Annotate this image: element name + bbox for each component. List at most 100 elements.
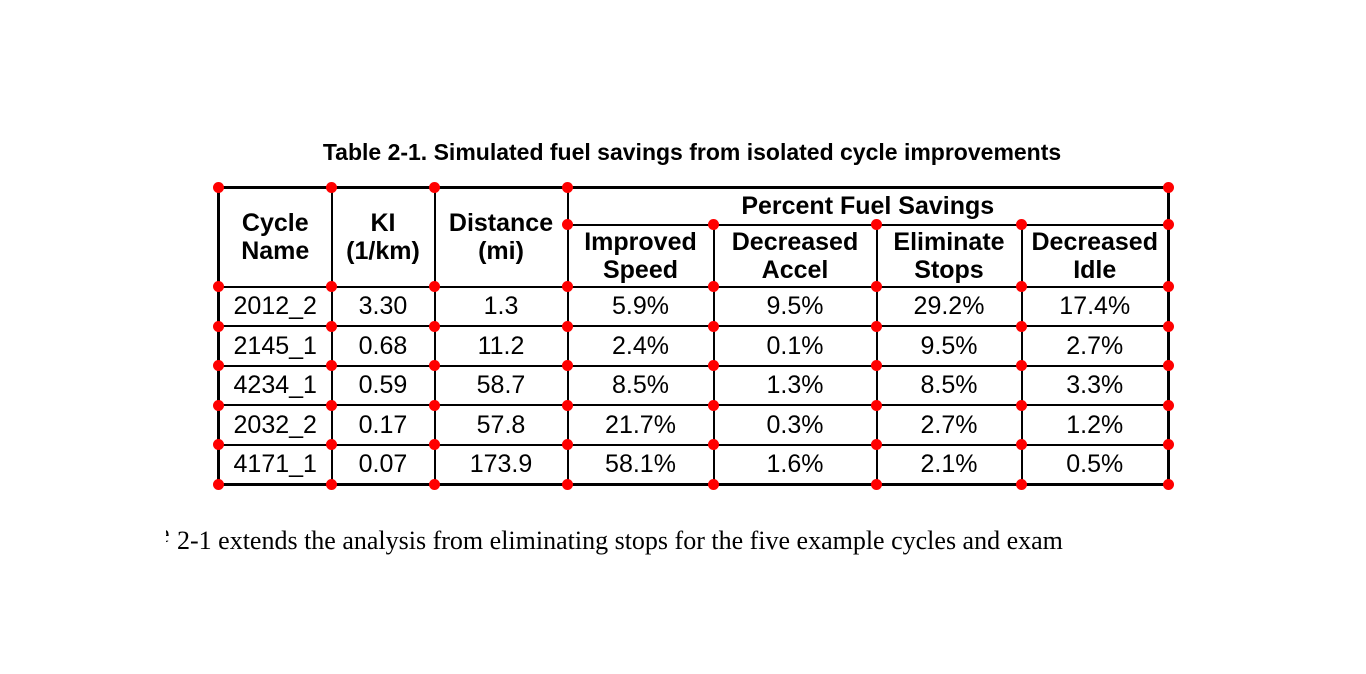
grid-intersection-dot (326, 439, 337, 451)
cell-improved-speed: 58.1% (566, 443, 715, 486)
body-text: 2-1 extends the analysis from eliminatin… (177, 526, 1063, 555)
grid-intersection-dot (708, 439, 719, 451)
grid-intersection-dot (562, 360, 573, 372)
cell-improved-speed: 5.9% (566, 285, 715, 328)
grid-intersection-dot (708, 281, 719, 292)
table-header-row-2: Improved Speed Decreased Accel Eliminate… (219, 223, 1170, 288)
table-row: 4234_1 0.59 58.7 8.5% 1.3% 8.5% 3.3% (217, 364, 1170, 407)
grid-intersection-dot (1163, 182, 1174, 193)
table-header-row-1: Cycle Name KI (1/km) Distance (mi) Perce… (217, 186, 1170, 288)
cell-improved-speed: 8.5% (566, 364, 715, 407)
grid-intersection-dot (871, 399, 882, 411)
col-header-distance: Distance (mi) (433, 186, 569, 288)
grid-intersection-dot (562, 320, 573, 332)
grid-intersection-dot (562, 439, 573, 451)
cell-ki: 0.07 (330, 443, 436, 486)
cell-decreased-idle: 2.7% (1020, 325, 1170, 367)
grid-intersection-dot (213, 479, 224, 490)
grid-intersection-dot (871, 479, 882, 490)
body-text-line: e2-1 extends the analysis from eliminati… (166, 519, 1063, 556)
cell-decreased-accel: 1.6% (712, 443, 878, 486)
cell-decreased-accel: 9.5% (712, 285, 878, 328)
cell-eliminate-stops: 9.5% (875, 325, 1023, 367)
grid-intersection-dot (1163, 399, 1174, 411)
col-group-header-percent-fuel-savings: Percent Fuel Savings (566, 186, 1170, 226)
clipped-word-fragment: e (166, 519, 170, 549)
cell-eliminate-stops: 2.1% (875, 443, 1023, 486)
cell-eliminate-stops: 29.2% (875, 285, 1023, 328)
grid-intersection-dot (871, 360, 882, 372)
cell-ki: 0.68 (330, 325, 436, 367)
grid-intersection-dot (429, 479, 440, 490)
grid-intersection-dot (326, 399, 337, 411)
grid-intersection-dot (1163, 219, 1174, 230)
table-title: Table 2-1. Simulated fuel savings from i… (322, 139, 1062, 165)
cell-cycle-name: 2032_2 (217, 404, 333, 446)
grid-intersection-dot (562, 219, 573, 230)
cell-distance: 57.8 (433, 404, 569, 446)
col-header-improved-speed: Improved Speed (566, 223, 715, 288)
grid-intersection-dot (1163, 439, 1174, 451)
grid-intersection-dot (1016, 219, 1027, 230)
grid-intersection-dot (213, 439, 224, 451)
cell-decreased-idle: 1.2% (1020, 404, 1170, 446)
col-header-decreased-idle: Decreased Idle (1020, 223, 1170, 288)
grid-intersection-dot (326, 479, 337, 490)
cell-eliminate-stops: 8.5% (875, 364, 1023, 407)
grid-intersection-dot (429, 320, 440, 332)
grid-intersection-dot (326, 360, 337, 372)
grid-intersection-dot (871, 281, 882, 292)
grid-intersection-dot (429, 399, 440, 411)
grid-intersection-dot (1016, 281, 1027, 292)
table-row: 2032_2 0.17 57.8 21.7% 0.3% 2.7% 1.2% (217, 404, 1170, 446)
grid-intersection-dot (562, 399, 573, 411)
cell-decreased-accel: 0.3% (712, 404, 878, 446)
grid-intersection-dot (1016, 320, 1027, 332)
cell-improved-speed: 2.4% (566, 325, 715, 367)
cell-ki: 3.30 (330, 285, 436, 328)
col-header-eliminate-stops: Eliminate Stops (875, 223, 1023, 288)
table-row: 4171_1 0.07 173.9 58.1% 1.6% 2.1% 0.5% (217, 443, 1170, 486)
grid-intersection-dot (429, 281, 440, 292)
grid-intersection-dot (429, 360, 440, 372)
fuel-savings-table: Cycle Name KI (1/km) Distance (mi) Perce… (213, 182, 1174, 490)
data-table: Cycle Name KI (1/km) Distance (mi) Perce… (217, 186, 1170, 486)
grid-intersection-dot (1016, 479, 1027, 490)
cell-decreased-idle: 3.3% (1020, 364, 1170, 407)
grid-intersection-dot (1163, 479, 1174, 490)
cell-eliminate-stops: 2.7% (875, 404, 1023, 446)
col-header-decreased-accel: Decreased Accel (712, 223, 878, 288)
table-row: 2012_2 3.30 1.3 5.9% 9.5% 29.2% 17.4% (217, 285, 1170, 328)
col-header-ki: KI (1/km) (330, 186, 436, 288)
grid-intersection-dot (326, 182, 337, 193)
grid-intersection-dot (213, 320, 224, 332)
cell-improved-speed: 21.7% (566, 404, 715, 446)
grid-intersection-dot (326, 281, 337, 292)
cell-ki: 0.17 (330, 404, 436, 446)
table-row: 2145_1 0.68 11.2 2.4% 0.1% 9.5% 2.7% (217, 325, 1170, 367)
grid-intersection-dot (562, 182, 573, 193)
cell-distance: 11.2 (433, 325, 569, 367)
grid-intersection-dot (429, 182, 440, 193)
cell-cycle-name: 2012_2 (217, 285, 333, 328)
grid-intersection-dot (1016, 439, 1027, 451)
grid-intersection-dot (562, 479, 573, 490)
cell-cycle-name: 4234_1 (217, 364, 333, 407)
grid-intersection-dot (1163, 320, 1174, 332)
clipped-word-fragment-glyph: e (166, 519, 170, 549)
cell-ki: 0.59 (330, 364, 436, 407)
cell-cycle-name: 2145_1 (217, 325, 333, 367)
grid-intersection-dot (1016, 399, 1027, 411)
grid-intersection-dot (708, 219, 719, 230)
col-header-cycle-name: Cycle Name (217, 186, 333, 288)
cell-distance: 173.9 (433, 443, 569, 486)
grid-intersection-dot (1163, 281, 1174, 292)
grid-intersection-dot (429, 439, 440, 451)
grid-intersection-dot (326, 320, 337, 332)
cell-decreased-accel: 0.1% (712, 325, 878, 367)
cell-decreased-idle: 17.4% (1020, 285, 1170, 328)
cell-distance: 58.7 (433, 364, 569, 407)
grid-intersection-dot (213, 399, 224, 411)
cell-cycle-name: 4171_1 (217, 443, 333, 486)
